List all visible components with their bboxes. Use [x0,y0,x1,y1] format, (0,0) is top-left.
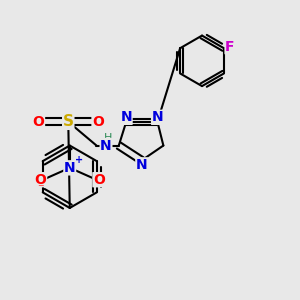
Text: +: + [75,155,83,165]
Text: F: F [225,40,235,54]
Text: O: O [35,173,46,187]
Text: S: S [63,114,74,129]
Text: N: N [152,110,163,124]
Text: N: N [64,161,76,175]
Text: H: H [104,133,112,143]
Text: N: N [100,139,112,152]
Text: N: N [136,158,148,172]
Text: O: O [33,115,44,129]
Text: O: O [93,173,105,187]
Text: N: N [120,110,132,124]
Text: ⁻: ⁻ [37,182,44,195]
Text: O: O [92,115,104,129]
